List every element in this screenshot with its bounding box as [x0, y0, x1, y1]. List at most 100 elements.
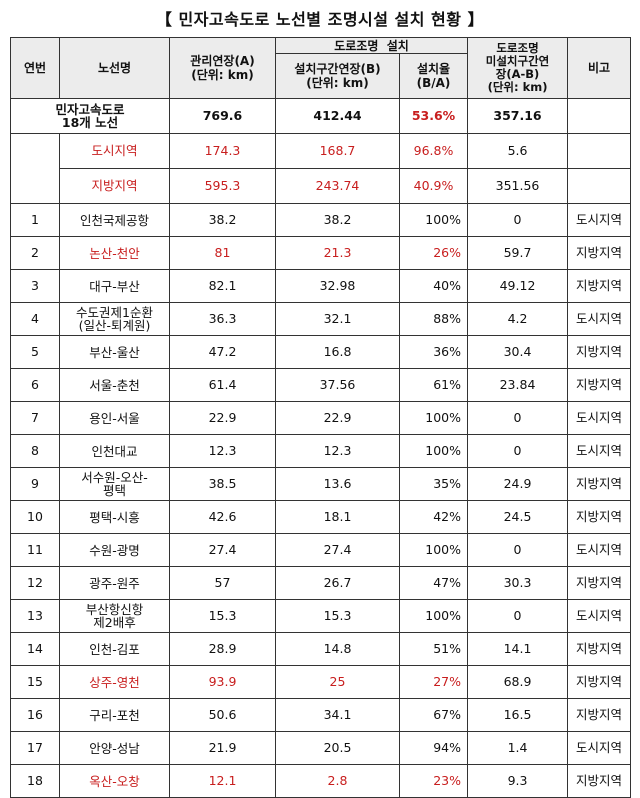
row-route: 광주-원주 [59, 566, 170, 600]
row-rate: 35% [398, 467, 469, 501]
summary-row: 도시지역 174.3 168.7 96.8% 5.6 [10, 133, 632, 169]
page-title: 【 민자고속도로 노선별 조명시설 설치 현황 】 [155, 10, 485, 29]
row-installed: 37.56 [275, 368, 400, 402]
row-remark: 지방지역 [567, 500, 632, 534]
row-route: 평택-시흥 [59, 500, 170, 534]
row-managed: 50.6 [169, 698, 276, 732]
row-uninstalled: 14.1 [467, 632, 569, 666]
row-managed: 36.3 [169, 302, 276, 336]
row-uninstalled: 59.7 [467, 236, 569, 270]
row-no: 17 [10, 731, 60, 765]
row-remark: 도시지역 [567, 203, 632, 237]
row-uninstalled: 68.9 [467, 665, 569, 699]
summary-label: 도시지역 [59, 133, 170, 169]
table-row: 15 상주-영천 93.9 25 27% 68.9 지방지역 [10, 665, 632, 699]
col-header-route: 노선명 [59, 37, 170, 99]
row-remark: 지방지역 [567, 368, 632, 402]
row-managed: 15.3 [169, 599, 276, 633]
summary-uninstalled: 357.16 [467, 98, 569, 134]
row-no: 3 [10, 269, 60, 303]
row-no: 11 [10, 533, 60, 567]
row-uninstalled: 30.3 [467, 566, 569, 600]
col-header-install-rate: 설치율 (B/A) [398, 53, 469, 99]
row-installed: 20.5 [275, 731, 400, 765]
row-no: 12 [10, 566, 60, 600]
row-installed: 21.3 [275, 236, 400, 270]
row-rate: 100% [398, 533, 469, 567]
row-no: 9 [10, 467, 60, 501]
summary-managed: 595.3 [169, 168, 276, 204]
table-row: 2 논산-천안 81 21.3 26% 59.7 지방지역 [10, 236, 632, 270]
table-row: 16 구리-포천 50.6 34.1 67% 16.5 지방지역 [10, 698, 632, 732]
row-remark: 지방지역 [567, 764, 632, 798]
summary-managed: 174.3 [169, 133, 276, 169]
row-installed: 22.9 [275, 401, 400, 435]
row-installed: 13.6 [275, 467, 400, 501]
row-installed: 32.98 [275, 269, 400, 303]
row-rate: 23% [398, 764, 469, 798]
row-route: 용인-서울 [59, 401, 170, 435]
row-remark: 도시지역 [567, 731, 632, 765]
row-uninstalled: 23.84 [467, 368, 569, 402]
row-route: 부산-울산 [59, 335, 170, 369]
row-rate: 42% [398, 500, 469, 534]
row-rate: 100% [398, 434, 469, 468]
summary-remark [567, 168, 632, 204]
table-row: 6 서울-춘천 61.4 37.56 61% 23.84 지방지역 [10, 368, 632, 402]
row-no: 14 [10, 632, 60, 666]
row-route: 안양-성남 [59, 731, 170, 765]
table-row: 18 옥산-오창 12.1 2.8 23% 9.3 지방지역 [10, 764, 632, 798]
row-installed: 15.3 [275, 599, 400, 633]
summary-row: 민자고속도로 18개 노선 769.6 412.44 53.6% 357.16 [10, 98, 632, 134]
row-no: 7 [10, 401, 60, 435]
table-row: 3 대구-부산 82.1 32.98 40% 49.12 지방지역 [10, 269, 632, 303]
row-no: 16 [10, 698, 60, 732]
row-rate: 94% [398, 731, 469, 765]
summary-installed: 243.74 [275, 168, 400, 204]
table-row: 9 서수원-오산- 평택 38.5 13.6 35% 24.9 지방지역 [10, 467, 632, 501]
summary-label: 민자고속도로 18개 노선 [10, 98, 170, 134]
row-remark: 지방지역 [567, 698, 632, 732]
row-route: 상주-영천 [59, 665, 170, 699]
table-row: 10 평택-시흥 42.6 18.1 42% 24.5 지방지역 [10, 500, 632, 534]
row-remark: 도시지역 [567, 434, 632, 468]
summary-rate: 40.9% [398, 168, 469, 204]
row-uninstalled: 24.5 [467, 500, 569, 534]
row-rate: 100% [398, 203, 469, 237]
row-no: 1 [10, 203, 60, 237]
row-rate: 88% [398, 302, 469, 336]
row-remark: 도시지역 [567, 302, 632, 336]
summary-rate: 53.6% [398, 98, 469, 134]
summary-label: 지방지역 [59, 168, 170, 204]
row-uninstalled: 1.4 [467, 731, 569, 765]
row-rate: 100% [398, 401, 469, 435]
row-uninstalled: 0 [467, 401, 569, 435]
row-no: 10 [10, 500, 60, 534]
row-installed: 18.1 [275, 500, 400, 534]
row-remark: 지방지역 [567, 467, 632, 501]
row-uninstalled: 24.9 [467, 467, 569, 501]
summary-installed: 168.7 [275, 133, 400, 169]
col-header-installed-length: 설치구간연장(B) (단위: km) [275, 53, 400, 99]
row-no: 18 [10, 764, 60, 798]
row-remark: 지방지역 [567, 236, 632, 270]
row-uninstalled: 4.2 [467, 302, 569, 336]
row-no: 8 [10, 434, 60, 468]
row-managed: 82.1 [169, 269, 276, 303]
lighting-status-table: 연번 노선명 관리연장(A) (단위: km) 도로조명 설치 도로조명 미설치… [10, 37, 632, 798]
row-no: 4 [10, 302, 60, 336]
row-uninstalled: 0 [467, 203, 569, 237]
summary-indent [10, 133, 60, 169]
row-remark: 지방지역 [567, 269, 632, 303]
row-remark: 지방지역 [567, 335, 632, 369]
row-remark: 도시지역 [567, 401, 632, 435]
row-route: 서울-춘천 [59, 368, 170, 402]
summary-row: 지방지역 595.3 243.74 40.9% 351.56 [10, 168, 632, 204]
summary-indent [10, 168, 60, 204]
row-managed: 38.2 [169, 203, 276, 237]
row-route: 옥산-오창 [59, 764, 170, 798]
row-installed: 2.8 [275, 764, 400, 798]
row-installed: 14.8 [275, 632, 400, 666]
table-row: 11 수원-광명 27.4 27.4 100% 0 도시지역 [10, 533, 632, 567]
row-route: 인천대교 [59, 434, 170, 468]
